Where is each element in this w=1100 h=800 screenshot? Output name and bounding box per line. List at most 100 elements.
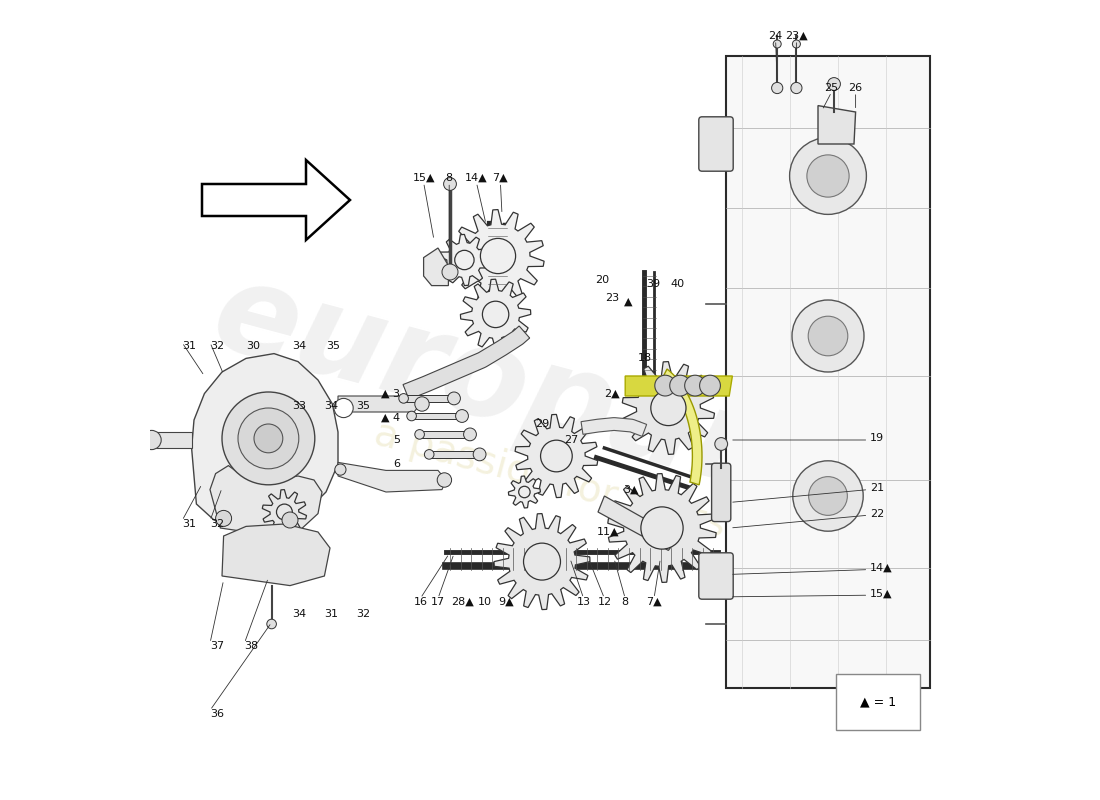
Text: ▲ 3: ▲ 3 (382, 389, 400, 398)
Text: 37: 37 (210, 642, 224, 651)
Circle shape (222, 392, 315, 485)
Polygon shape (662, 369, 702, 485)
Polygon shape (191, 354, 338, 528)
Polygon shape (424, 248, 449, 286)
Circle shape (455, 410, 469, 422)
Circle shape (425, 450, 435, 459)
Circle shape (334, 398, 353, 418)
Circle shape (651, 390, 686, 426)
Text: 31: 31 (182, 341, 196, 350)
Text: 34: 34 (324, 402, 339, 411)
Circle shape (524, 543, 561, 580)
Circle shape (773, 40, 781, 48)
Polygon shape (818, 106, 856, 144)
Text: ▲ 4: ▲ 4 (382, 413, 400, 422)
Text: 11▲: 11▲ (597, 527, 619, 537)
Circle shape (415, 397, 429, 411)
Text: 31: 31 (324, 610, 339, 619)
Circle shape (276, 504, 293, 520)
Text: 29: 29 (535, 419, 549, 429)
Text: 24: 24 (769, 31, 783, 41)
Text: 2▲: 2▲ (604, 389, 619, 398)
Polygon shape (494, 514, 590, 610)
Text: 15▲: 15▲ (870, 589, 892, 598)
Polygon shape (726, 56, 930, 688)
Circle shape (254, 424, 283, 453)
Text: 31: 31 (182, 519, 196, 529)
Polygon shape (581, 418, 647, 436)
Circle shape (267, 619, 276, 629)
Text: 23: 23 (605, 293, 619, 302)
Text: 34: 34 (293, 341, 307, 350)
Polygon shape (338, 462, 446, 492)
Polygon shape (202, 160, 350, 240)
Circle shape (481, 238, 516, 274)
Circle shape (540, 440, 572, 472)
Polygon shape (608, 474, 716, 582)
Text: 20: 20 (595, 275, 609, 285)
Polygon shape (598, 496, 678, 550)
Circle shape (407, 411, 417, 421)
Circle shape (700, 375, 720, 396)
Circle shape (808, 477, 847, 515)
Text: 14▲: 14▲ (870, 563, 892, 573)
Polygon shape (403, 326, 530, 399)
Polygon shape (402, 395, 454, 402)
Text: 3▲: 3▲ (623, 485, 638, 494)
Text: europarts: europarts (200, 252, 900, 548)
Polygon shape (222, 524, 330, 586)
Circle shape (715, 438, 727, 450)
Text: a passion for parts: a passion for parts (370, 414, 730, 546)
Circle shape (771, 82, 783, 94)
Text: 26: 26 (848, 83, 862, 93)
Text: 36: 36 (210, 709, 224, 718)
Circle shape (238, 408, 299, 469)
FancyBboxPatch shape (712, 463, 730, 522)
Circle shape (654, 375, 675, 396)
Polygon shape (515, 414, 597, 498)
FancyBboxPatch shape (698, 117, 734, 171)
Polygon shape (452, 210, 544, 302)
Circle shape (443, 178, 456, 190)
Circle shape (483, 302, 509, 328)
Text: 8: 8 (621, 597, 629, 606)
Circle shape (793, 461, 864, 531)
Circle shape (519, 486, 530, 498)
Polygon shape (427, 451, 480, 458)
Circle shape (807, 155, 849, 197)
Text: 35: 35 (356, 402, 371, 411)
Text: 16: 16 (414, 597, 428, 606)
Circle shape (142, 430, 162, 450)
Circle shape (790, 138, 867, 214)
Circle shape (415, 430, 425, 439)
Text: 39: 39 (646, 279, 660, 289)
Text: 34: 34 (293, 610, 307, 619)
Circle shape (791, 82, 802, 94)
FancyBboxPatch shape (836, 674, 920, 730)
Circle shape (641, 507, 683, 549)
Circle shape (684, 375, 705, 396)
Polygon shape (461, 279, 531, 350)
Text: 33: 33 (293, 402, 307, 411)
Text: ▲: ▲ (625, 297, 632, 306)
Polygon shape (417, 431, 470, 438)
Polygon shape (508, 476, 540, 508)
Circle shape (463, 428, 476, 441)
Circle shape (442, 264, 458, 280)
Text: 13: 13 (576, 597, 591, 606)
Text: 12: 12 (597, 597, 612, 606)
Text: 6: 6 (394, 459, 400, 469)
Text: 27: 27 (564, 435, 579, 445)
Circle shape (473, 448, 486, 461)
Polygon shape (623, 362, 715, 454)
Circle shape (454, 250, 474, 270)
Circle shape (399, 394, 408, 403)
Text: 7▲: 7▲ (646, 597, 662, 606)
Circle shape (670, 375, 691, 396)
FancyBboxPatch shape (698, 553, 734, 599)
Text: 32: 32 (210, 519, 224, 529)
Text: 40: 40 (670, 279, 684, 289)
Text: 32: 32 (356, 610, 371, 619)
Circle shape (282, 512, 298, 528)
Circle shape (334, 464, 346, 475)
